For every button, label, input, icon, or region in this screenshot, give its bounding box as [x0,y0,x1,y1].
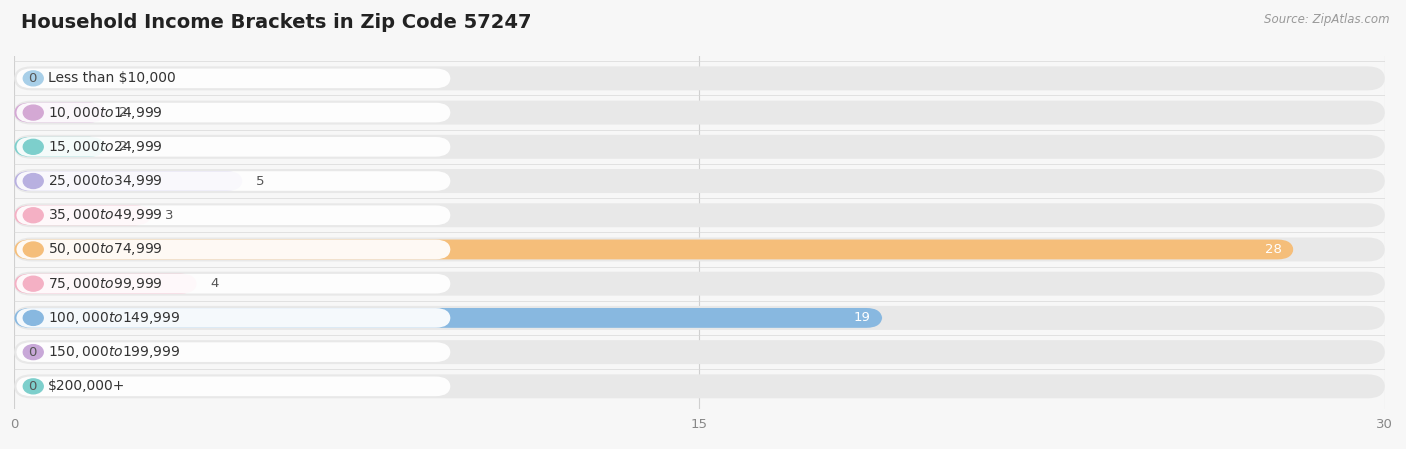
Circle shape [24,208,44,223]
FancyBboxPatch shape [17,137,450,157]
Circle shape [24,276,44,291]
FancyBboxPatch shape [17,377,450,396]
FancyBboxPatch shape [14,374,1385,398]
Text: 4: 4 [211,277,219,290]
FancyBboxPatch shape [14,274,197,294]
Text: $35,000 to $49,999: $35,000 to $49,999 [48,207,163,223]
FancyBboxPatch shape [14,171,243,191]
Circle shape [24,139,44,154]
FancyBboxPatch shape [14,240,1294,260]
FancyBboxPatch shape [17,206,450,225]
Circle shape [24,174,44,189]
Circle shape [24,310,44,326]
FancyBboxPatch shape [17,69,450,88]
Text: $75,000 to $99,999: $75,000 to $99,999 [48,276,163,292]
Text: 2: 2 [120,140,128,153]
FancyBboxPatch shape [14,205,152,225]
FancyBboxPatch shape [17,342,450,362]
FancyBboxPatch shape [17,308,450,328]
Text: $50,000 to $74,999: $50,000 to $74,999 [48,242,163,257]
Text: 0: 0 [28,72,37,85]
FancyBboxPatch shape [14,135,1385,159]
FancyBboxPatch shape [14,203,1385,227]
FancyBboxPatch shape [14,101,1385,124]
FancyBboxPatch shape [17,240,450,259]
FancyBboxPatch shape [14,306,1385,330]
FancyBboxPatch shape [14,169,1385,193]
Text: $150,000 to $199,999: $150,000 to $199,999 [48,344,181,360]
Text: Household Income Brackets in Zip Code 57247: Household Income Brackets in Zip Code 57… [21,13,531,32]
Text: 2: 2 [120,106,128,119]
Text: 19: 19 [853,312,870,325]
FancyBboxPatch shape [17,171,450,191]
Text: $10,000 to $14,999: $10,000 to $14,999 [48,105,163,121]
FancyBboxPatch shape [14,308,883,328]
Text: $200,000+: $200,000+ [48,379,125,393]
Text: Source: ZipAtlas.com: Source: ZipAtlas.com [1264,13,1389,26]
FancyBboxPatch shape [14,238,1385,261]
Text: 0: 0 [28,346,37,359]
Text: Less than $10,000: Less than $10,000 [48,71,176,85]
FancyBboxPatch shape [14,103,105,123]
FancyBboxPatch shape [17,103,450,123]
Text: $100,000 to $149,999: $100,000 to $149,999 [48,310,181,326]
Text: $25,000 to $34,999: $25,000 to $34,999 [48,173,163,189]
Text: 28: 28 [1265,243,1282,256]
Circle shape [24,105,44,120]
Text: 0: 0 [28,380,37,393]
Circle shape [24,345,44,360]
FancyBboxPatch shape [14,272,1385,295]
Circle shape [24,242,44,257]
FancyBboxPatch shape [14,340,1385,364]
Circle shape [24,71,44,86]
FancyBboxPatch shape [17,274,450,294]
Text: 5: 5 [256,175,264,188]
FancyBboxPatch shape [14,66,1385,90]
FancyBboxPatch shape [14,137,105,157]
Text: 3: 3 [165,209,173,222]
Circle shape [24,379,44,394]
Text: $15,000 to $24,999: $15,000 to $24,999 [48,139,163,155]
